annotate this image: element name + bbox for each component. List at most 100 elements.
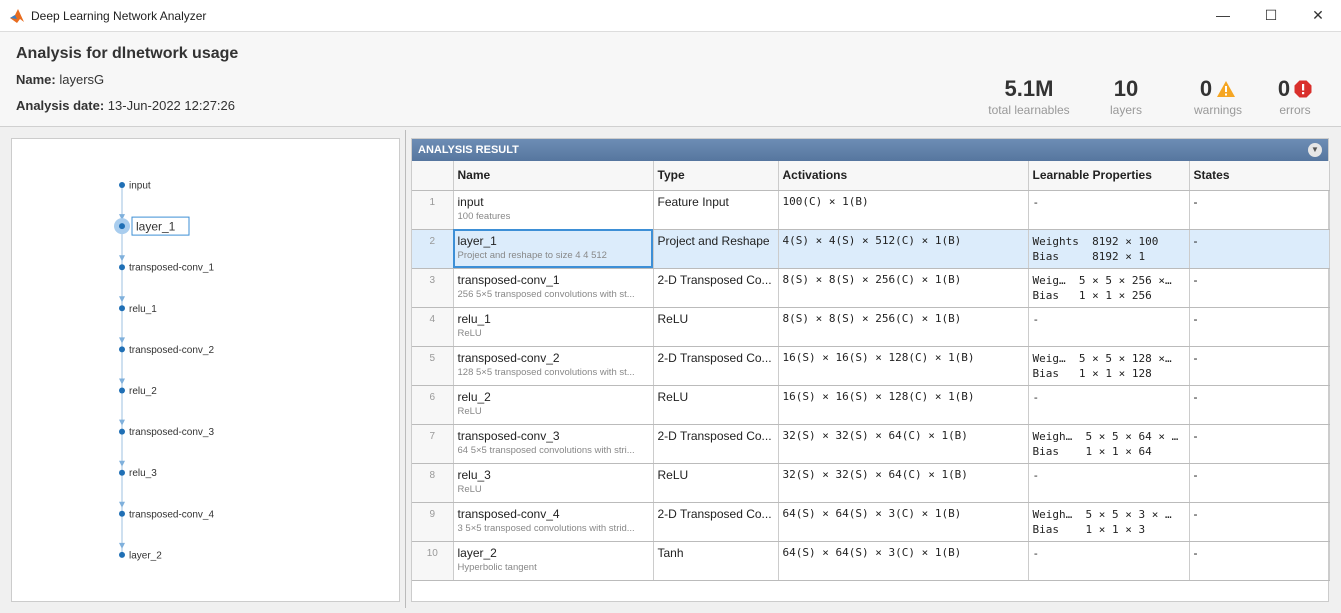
graph-node[interactable] [119, 346, 125, 353]
error-icon [1294, 80, 1312, 98]
arrow-icon [119, 378, 125, 385]
layer-description: 3 5×5 transposed convolutions with strid… [457, 522, 635, 534]
graph-node-label[interactable]: relu_2 [129, 386, 157, 397]
graph-node-label[interactable]: transposed-conv_4 [129, 509, 214, 520]
column-header-activations[interactable]: Activations [778, 161, 1029, 191]
layer-name-cell[interactable]: transposed-conv_2 128 5×5 transposed conv… [453, 346, 654, 386]
layer-description: 128 5×5 transposed convolutions with st.… [457, 366, 635, 378]
analysis-date: Analysis date: 13-Jun-2022 12:27:26 [16, 98, 235, 113]
stat-learnables: 5.1M total learnables [985, 76, 1073, 117]
column-header-number [412, 161, 454, 191]
row-number: 10 [412, 541, 454, 581]
analysis-result-title: ANALYSIS RESULT [418, 144, 519, 156]
arrow-icon [119, 460, 125, 467]
layer-name: input [457, 194, 484, 209]
row-number: 7 [412, 424, 454, 464]
graph-node-label[interactable]: transposed-conv_3 [129, 427, 214, 438]
layer-description: ReLU [457, 327, 482, 339]
graph-node[interactable] [119, 223, 125, 230]
layer-name-cell[interactable]: layer_1 Project and reshape to size 4 4 5… [453, 229, 654, 269]
layer-learnables: - [1028, 190, 1190, 230]
layer-type: Tanh [653, 541, 779, 581]
layer-learnables: - [1028, 463, 1190, 503]
layer-type: Feature Input [653, 190, 779, 230]
analysis-result-header: ANALYSIS RESULT ▼ [412, 139, 1328, 161]
layer-activations: 16(S) × 16(S) × 128(C) × 1(B) [778, 346, 1029, 386]
graph-node[interactable] [119, 510, 125, 517]
layer-name-cell[interactable]: transposed-conv_4 3 5×5 transposed convol… [453, 502, 654, 542]
layer-activations: 100(C) × 1(B) [778, 190, 1029, 230]
graph-node[interactable] [119, 469, 125, 476]
column-header-states[interactable]: States [1189, 161, 1330, 191]
arrow-icon [119, 255, 125, 262]
learnable-property: Bias 1 × 1 × 3 [1032, 522, 1146, 536]
learnable-property: - [1032, 546, 1040, 560]
learnable-property: Weigh… 5 × 5 × 64 × … [1032, 429, 1179, 443]
table-row[interactable]: 8 relu_3 ReLU ReLU 32(S) × 32(S) × 64(C) … [412, 463, 1330, 503]
layer-name-cell[interactable]: relu_3 ReLU [453, 463, 654, 503]
layer-name: transposed-conv_1 [457, 272, 560, 287]
table-row[interactable]: 3 transposed-conv_1 256 5×5 transposed co… [412, 268, 1330, 308]
layer-description: Project and reshape to size 4 4 512 [457, 249, 607, 261]
graph-node[interactable] [119, 182, 125, 188]
graph-node[interactable] [119, 428, 125, 435]
network-graph[interactable]: input layer_1 transposed-conv_1 relu_1trans… [12, 139, 399, 601]
column-header-learnables[interactable]: Learnable Properties [1028, 161, 1190, 191]
table-row[interactable]: 1 input 100 features Feature Input 100(C)… [412, 190, 1330, 230]
table-row[interactable]: 9 transposed-conv_4 3 5×5 transposed conv… [412, 502, 1330, 542]
layer-activations: 32(S) × 32(S) × 64(C) × 1(B) [778, 463, 1029, 503]
graph-node[interactable] [119, 264, 125, 271]
graph-node-label[interactable]: relu_1 [129, 304, 157, 315]
panel-splitter[interactable] [405, 130, 406, 608]
page-title: Analysis for dlnetwork usage [16, 45, 239, 62]
table-row[interactable]: 6 relu_2 ReLU ReLU 16(S) × 16(S) × 128(C)… [412, 385, 1330, 425]
table-row[interactable]: 7 transposed-conv_3 64 5×5 transposed con… [412, 424, 1330, 464]
close-button[interactable]: ✕ [1312, 7, 1324, 23]
layer-name-cell[interactable]: transposed-conv_1 256 5×5 transposed conv… [453, 268, 654, 308]
graph-node[interactable] [119, 305, 125, 312]
layer-name-cell[interactable]: relu_2 ReLU [453, 385, 654, 425]
column-header-type[interactable]: Type [653, 161, 779, 191]
analysis-header: Analysis for dlnetwork usage Name: layer… [0, 32, 1341, 127]
maximize-button[interactable]: ☐ [1264, 7, 1278, 23]
stat-value: 5.1M [1004, 76, 1054, 101]
layer-description: ReLU [457, 405, 482, 417]
layer-states: - [1189, 268, 1330, 308]
layer-description: 64 5×5 transposed convolutions with stri… [457, 444, 635, 456]
learnable-property: - [1032, 468, 1040, 482]
graph-node-label[interactable]: input [129, 181, 151, 192]
graph-node[interactable] [119, 551, 125, 558]
graph-node-label[interactable]: layer_2 [129, 550, 162, 561]
column-header-name[interactable]: Name [453, 161, 654, 191]
layer-learnables: Weig… 5 × 5 × 128 ×… Bias 1 × 1 × 128 [1028, 346, 1190, 386]
graph-node[interactable] [119, 387, 125, 394]
layer-states: - [1189, 229, 1330, 269]
table-row[interactable]: 10 layer_2 Hyperbolic tangent Tanh 64(S) … [412, 541, 1330, 581]
stat-value: 0 [1277, 76, 1291, 101]
graph-node-label[interactable]: relu_3 [129, 468, 157, 479]
layer-name-cell[interactable]: input 100 features [453, 190, 654, 230]
minimize-button[interactable]: — [1216, 7, 1230, 23]
chevron-down-icon[interactable]: ▼ [1308, 143, 1322, 157]
learnable-property: Bias 1 × 1 × 256 [1032, 288, 1152, 302]
layer-name-cell[interactable]: relu_1 ReLU [453, 307, 654, 347]
table-row[interactable]: 2 layer_1 Project and reshape to size 4 4… [412, 229, 1330, 269]
layer-type: 2-D Transposed Co... [653, 424, 779, 464]
stat-errors[interactable]: 0 errors [1270, 76, 1320, 117]
row-number: 4 [412, 307, 454, 347]
learnable-property: - [1032, 312, 1040, 326]
stat-label: total learnables [988, 103, 1070, 117]
table-row[interactable]: 4 relu_1 ReLU ReLU 8(S) × 8(S) × 256(C) ×… [412, 307, 1330, 347]
graph-node-label[interactable]: transposed-conv_2 [129, 345, 214, 356]
selected-node-box [131, 216, 190, 236]
stat-warnings[interactable]: 0 warnings [1188, 76, 1248, 117]
layer-name-cell[interactable]: transposed-conv_3 64 5×5 transposed convo… [453, 424, 654, 464]
table-row[interactable]: 5 transposed-conv_2 128 5×5 transposed co… [412, 346, 1330, 386]
graph-node-label[interactable]: layer_1 [136, 220, 176, 234]
graph-node-label[interactable]: transposed-conv_1 [129, 263, 214, 274]
stat-label: errors [1279, 103, 1311, 117]
layer-name-cell[interactable]: layer_2 Hyperbolic tangent [453, 541, 654, 581]
layer-states: - [1189, 307, 1330, 347]
layer-states: - [1189, 424, 1330, 464]
